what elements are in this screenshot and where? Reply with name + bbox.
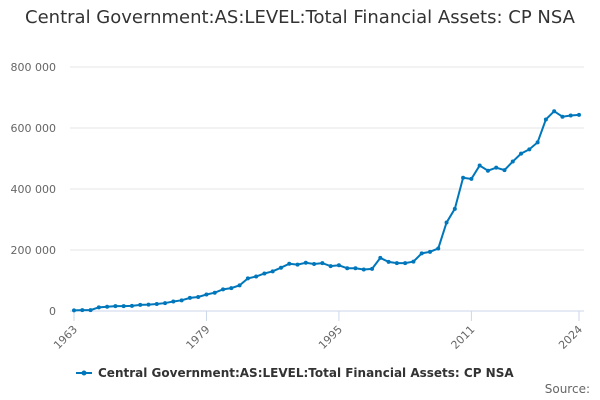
x-tick-label: 2011 <box>449 323 478 352</box>
data-point <box>163 301 168 306</box>
data-point <box>295 262 300 267</box>
data-point <box>88 308 93 313</box>
data-point <box>568 113 573 118</box>
data-point <box>485 168 490 173</box>
data-point <box>519 151 524 156</box>
data-point <box>577 112 581 117</box>
x-tick-label: 2024 <box>556 323 585 352</box>
data-point <box>535 140 540 145</box>
data-point <box>353 266 358 271</box>
data-point <box>436 246 441 251</box>
data-point <box>129 303 134 308</box>
y-tick-label: 0 <box>49 305 56 318</box>
data-point <box>378 255 383 260</box>
data-point <box>72 308 76 313</box>
legend-line-icon <box>76 370 92 376</box>
y-tick-label: 200 000 <box>11 244 57 257</box>
y-tick-label: 800 000 <box>11 61 57 74</box>
data-point <box>303 260 308 265</box>
data-point <box>121 304 126 309</box>
y-tick-label: 600 000 <box>11 122 57 135</box>
data-point <box>386 259 391 264</box>
data-point <box>254 274 259 279</box>
data-point <box>411 259 416 264</box>
data-point <box>444 220 449 225</box>
data-point <box>552 109 557 114</box>
data-point <box>336 263 341 268</box>
data-point <box>394 261 399 266</box>
data-point <box>312 262 317 267</box>
data-point <box>494 165 499 170</box>
data-point <box>278 265 283 270</box>
data-point <box>270 269 275 274</box>
data-point <box>262 271 267 276</box>
data-point <box>403 261 408 266</box>
data-point <box>328 264 333 269</box>
data-point <box>320 261 325 266</box>
data-point <box>510 159 515 164</box>
data-point <box>212 290 217 295</box>
x-tick-label: 1963 <box>51 323 80 352</box>
data-point <box>469 176 474 181</box>
chart-title: Central Government:AS:LEVEL:Total Financ… <box>25 7 575 28</box>
source-label: Source: <box>544 382 590 396</box>
data-point <box>221 287 226 292</box>
data-point <box>452 206 457 211</box>
data-point <box>179 298 184 303</box>
data-point <box>527 147 532 152</box>
data-point <box>146 302 151 307</box>
x-tick-label: 1995 <box>316 323 345 352</box>
data-point <box>196 294 201 299</box>
data-point <box>113 304 118 309</box>
data-point <box>543 117 548 122</box>
data-point <box>287 261 292 266</box>
data-point <box>105 304 110 309</box>
x-tick-label: 1979 <box>184 323 213 352</box>
data-point <box>80 308 85 313</box>
data-point <box>419 251 424 256</box>
data-point <box>345 266 350 271</box>
data-point <box>154 301 159 306</box>
data-point <box>237 283 242 288</box>
legend-label: Central Government:AS:LEVEL:Total Financ… <box>98 366 514 380</box>
data-point <box>477 163 482 168</box>
data-point <box>96 305 101 310</box>
data-point <box>560 114 565 119</box>
data-point <box>187 295 192 300</box>
data-point <box>361 267 366 272</box>
legend-item[interactable]: Central Government:AS:LEVEL:Total Financ… <box>76 366 514 380</box>
data-point <box>138 302 143 307</box>
series-line <box>73 109 580 312</box>
data-point <box>171 299 176 304</box>
data-point <box>204 292 209 297</box>
data-point <box>502 168 507 173</box>
data-point <box>229 286 234 291</box>
data-point <box>370 266 375 271</box>
data-point <box>461 175 466 180</box>
data-point <box>427 249 432 254</box>
y-tick-label: 400 000 <box>11 183 57 196</box>
data-point <box>245 276 250 281</box>
